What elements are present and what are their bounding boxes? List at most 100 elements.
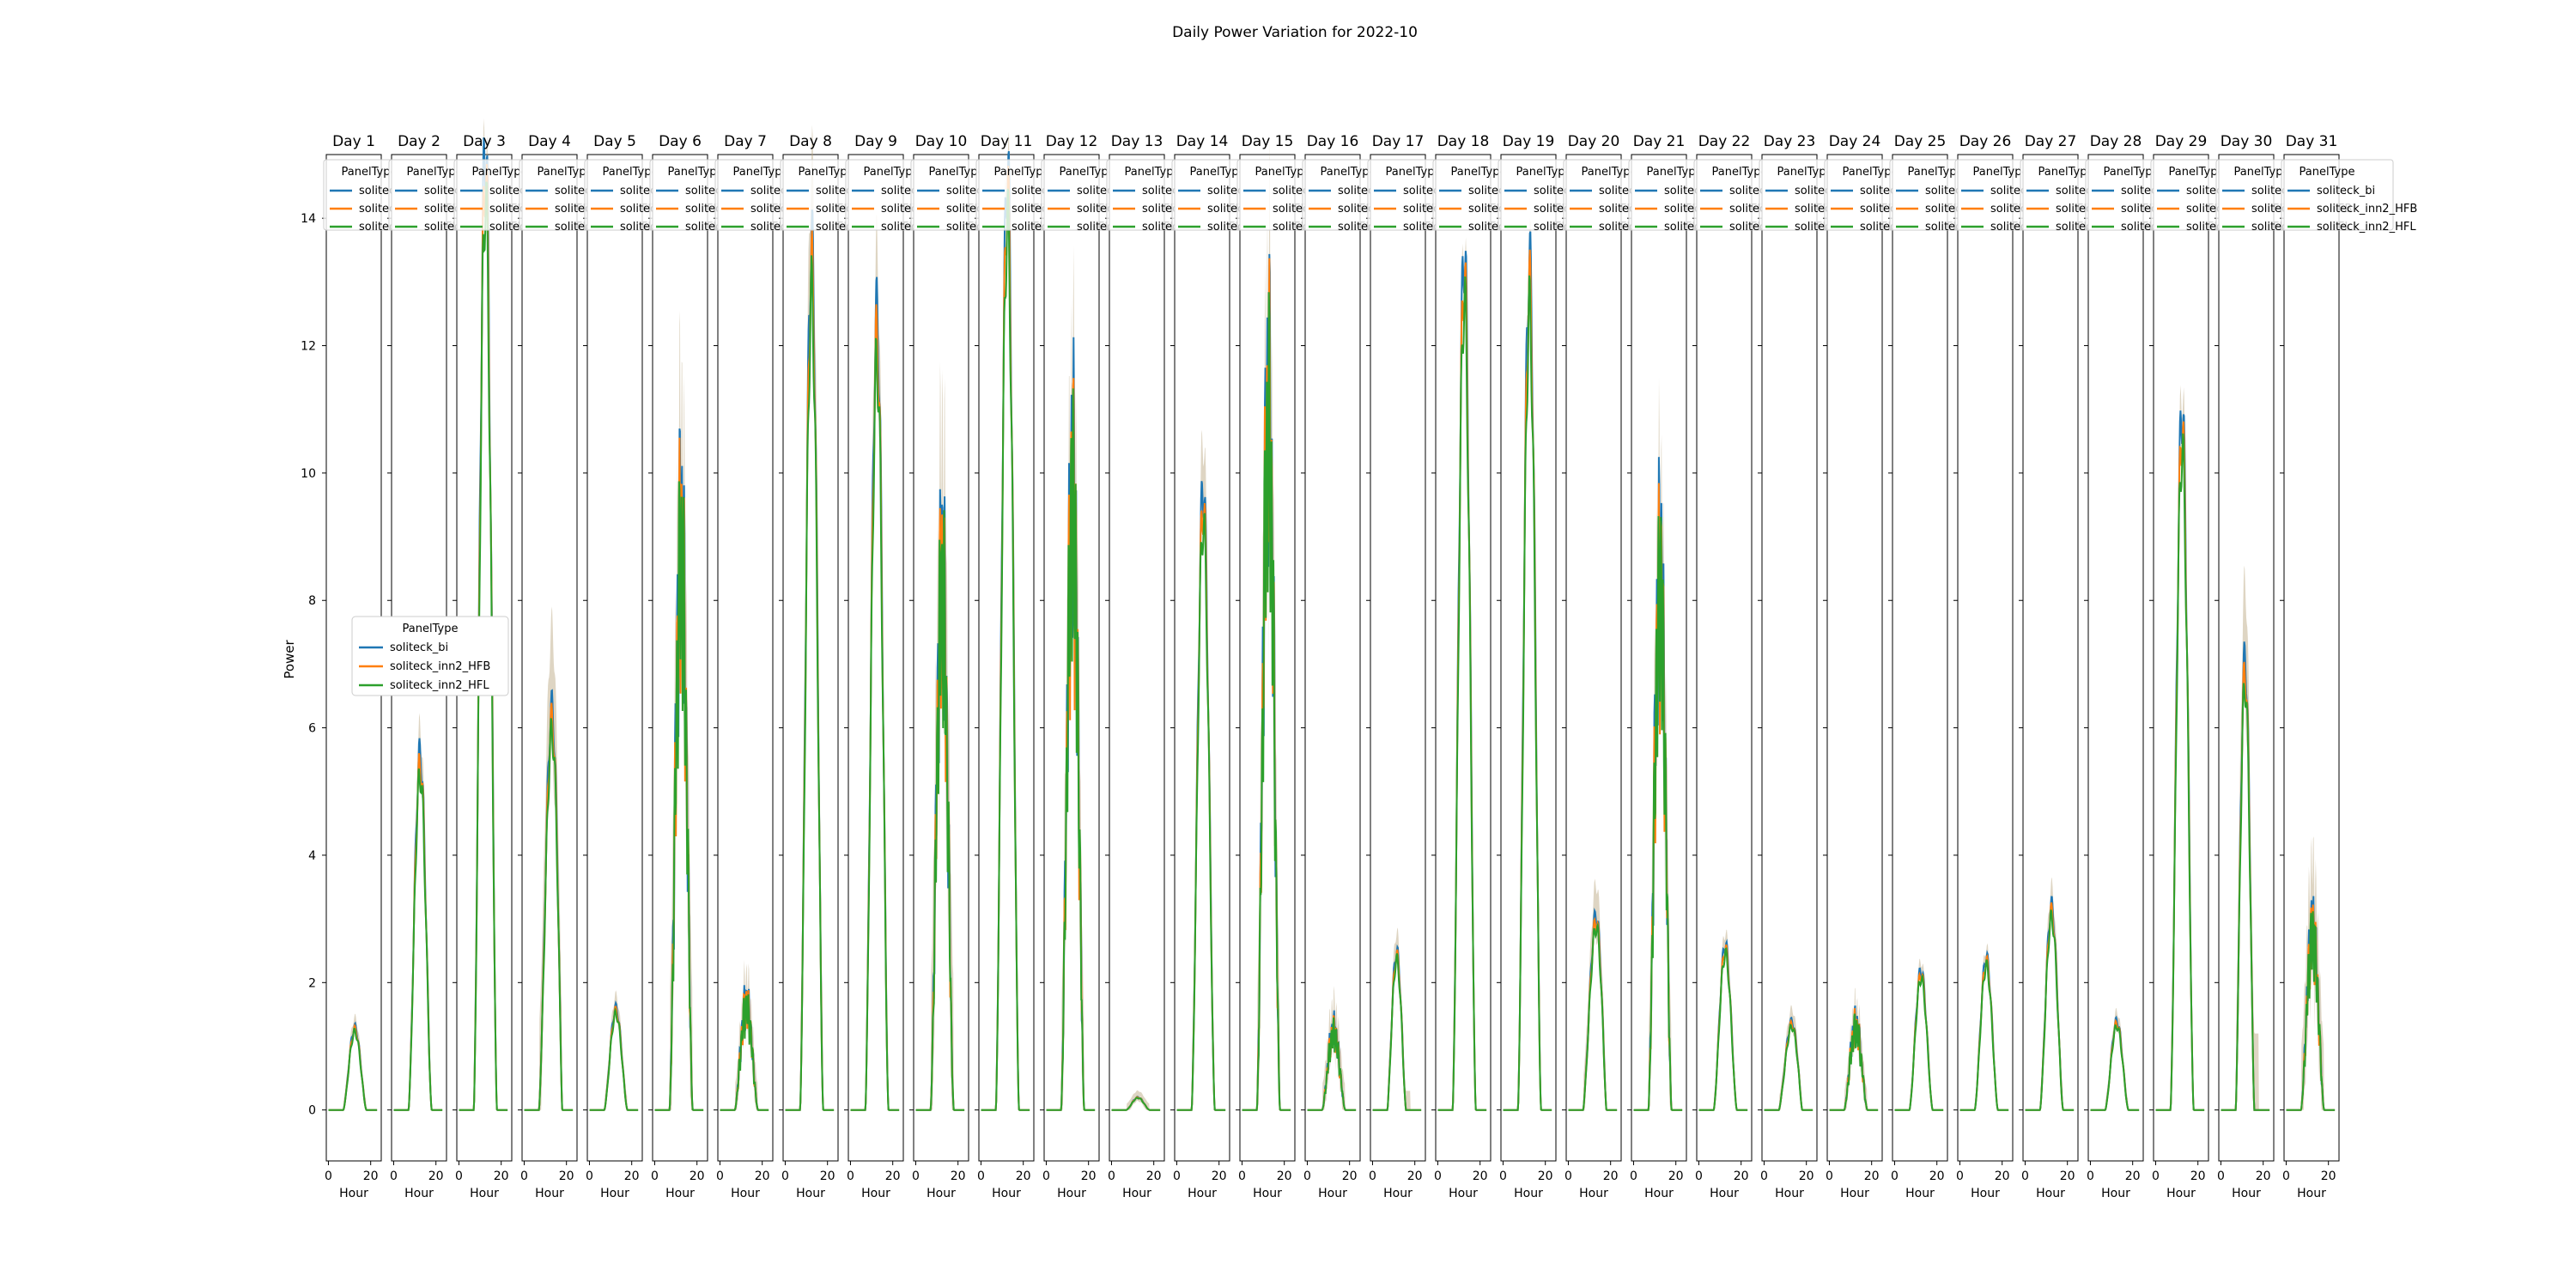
panel-legend-title: PanelType: [1777, 166, 1833, 179]
panel-title: Day 31: [2286, 133, 2338, 150]
x-axis-label: Hour: [600, 1187, 629, 1200]
panel-title: Day 1: [332, 133, 375, 150]
confidence-band: [524, 606, 575, 1110]
panel-title: Day 17: [1372, 133, 1425, 150]
panel-title: Day 3: [463, 133, 506, 150]
confidence-band: [1111, 1090, 1163, 1110]
x-axis-label: Hour: [2166, 1187, 2196, 1200]
series-line-soliteck_inn2_HFL: [589, 1007, 639, 1111]
x-tick-label: 20: [494, 1170, 509, 1183]
panel-legend-title: PanelType: [994, 166, 1050, 179]
x-tick-label: 0: [781, 1170, 789, 1183]
panel-legend-title: PanelType: [1060, 166, 1115, 179]
x-axis-label: Hour: [861, 1187, 890, 1200]
panel-legend-title: PanelType: [1255, 166, 1311, 179]
panel-legend-title: PanelType: [1451, 166, 1507, 179]
series-line-soliteck_inn2_HFL: [524, 718, 574, 1111]
x-tick-label: 20: [559, 1170, 574, 1183]
panel-frame: [2153, 154, 2209, 1162]
panel-frame: [1892, 154, 1948, 1162]
x-tick-label: 20: [1407, 1170, 1423, 1183]
panel-legend-title: PanelType: [2169, 166, 2225, 179]
panel-legend-label: soliteck_inn2_HFL: [2317, 221, 2416, 234]
x-tick-label: 0: [2152, 1170, 2160, 1183]
x-tick-label: 20: [1212, 1170, 1227, 1183]
main-legend-box: [351, 616, 509, 696]
panel-frame: [1174, 154, 1230, 1162]
x-axis-label: Hour: [665, 1187, 695, 1200]
panel-frame: [978, 154, 1035, 1162]
panel-legend-title: PanelType: [1973, 166, 2029, 179]
y-tick-label: 6: [308, 722, 316, 736]
x-tick-label: 0: [1108, 1170, 1115, 1183]
series-line-soliteck_inn2_HFL: [2286, 911, 2336, 1111]
panel-legend-title: PanelType: [668, 166, 724, 179]
panel-frame: [1957, 154, 2014, 1162]
x-axis-label: Hour: [1318, 1187, 1347, 1200]
series-line-soliteck_inn2_HFL: [1046, 388, 1096, 1111]
series-line-soliteck_inn2_HFL: [2025, 909, 2075, 1111]
x-tick-label: 0: [1891, 1170, 1899, 1183]
main-legend-label: soliteck_inn2_HFB: [390, 660, 490, 673]
series-line-soliteck_inn2_HFL: [850, 337, 900, 1111]
panel-title: Day 9: [854, 133, 897, 150]
panel-legend-title: PanelType: [1647, 166, 1703, 179]
x-axis-label: Hour: [1122, 1187, 1151, 1200]
x-tick-label: 20: [624, 1170, 640, 1183]
x-axis-label: Hour: [731, 1187, 760, 1200]
panel-frame: [1761, 154, 1818, 1162]
panel-title: Day 14: [1176, 133, 1229, 150]
x-tick-label: 20: [428, 1170, 444, 1183]
series-line-soliteck_inn2_HFL: [1764, 1023, 1814, 1111]
series-line-soliteck_inn2_HFL: [2221, 683, 2270, 1111]
main-legend: PanelType soliteck_bi soliteck_inn2_HFBsol…: [351, 616, 509, 696]
x-axis-label: Hour: [1971, 1187, 2000, 1200]
chart-title: Daily Power Variation for 2022-10: [1172, 24, 1418, 41]
x-tick-label: 20: [1929, 1170, 1945, 1183]
panels: 0 20 Hour Day 1 PanelType soliteck_bi soliteck…: [322, 118, 2417, 1200]
panel-legend-title: PanelType: [733, 166, 789, 179]
x-tick-label: 0: [912, 1170, 920, 1183]
panel-title: Day 12: [1046, 133, 1098, 150]
series-line-soliteck_inn2_HFL: [1176, 513, 1226, 1111]
x-tick-label: 20: [755, 1170, 770, 1183]
y-tick-label: 10: [301, 467, 316, 481]
panel-legend-box: [2281, 159, 2394, 231]
x-tick-label: 0: [1826, 1170, 1833, 1183]
x-axis-label: Hour: [1514, 1187, 1543, 1200]
panel-day-31: 0 20 Hour Day 31 PanelType soliteck_bisolitec…: [2280, 133, 2417, 1200]
x-tick-label: 0: [2282, 1170, 2290, 1183]
series-line-soliteck_inn2_HFL: [1894, 973, 1944, 1111]
x-axis-label: Hour: [1840, 1187, 1869, 1200]
y-tick-label: 4: [308, 849, 316, 863]
x-axis-label: Hour: [1188, 1187, 1217, 1200]
panel-legend-title: PanelType: [2300, 166, 2355, 179]
series-line-soliteck_inn2_HFL: [720, 993, 769, 1111]
x-axis-label: Hour: [404, 1187, 434, 1200]
series-line-soliteck_inn2_HFL: [1959, 959, 2009, 1111]
x-tick-label: 20: [1342, 1170, 1358, 1183]
x-axis-label: Hour: [2232, 1187, 2261, 1200]
x-tick-label: 0: [586, 1170, 593, 1183]
panel-title: Day 2: [398, 133, 440, 150]
x-axis-label: Hour: [992, 1187, 1021, 1200]
series-line-soliteck_inn2_HFL: [1437, 276, 1487, 1111]
x-axis-label: Hour: [1905, 1187, 1935, 1200]
x-axis-label: Hour: [1579, 1187, 1608, 1200]
x-axis-label: Hour: [1383, 1187, 1413, 1200]
confidence-band: [2286, 836, 2337, 1110]
x-tick-label: 20: [2060, 1170, 2075, 1183]
y-tick-label: 12: [301, 340, 316, 354]
panel-legend-title: PanelType: [1321, 166, 1376, 179]
panel-legend-title: PanelType: [929, 166, 985, 179]
x-axis-label: Hour: [1057, 1187, 1086, 1200]
x-tick-label: 0: [2021, 1170, 2029, 1183]
x-tick-label: 0: [716, 1170, 724, 1183]
